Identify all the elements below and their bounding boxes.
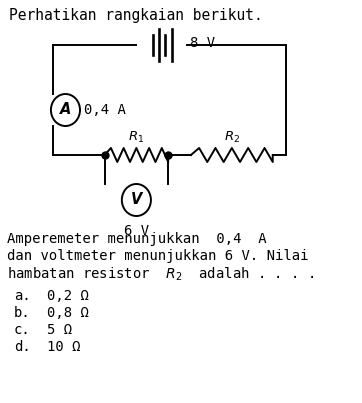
Text: 0,8 Ω: 0,8 Ω	[47, 306, 89, 320]
Circle shape	[122, 184, 151, 216]
Text: $R_2$: $R_2$	[224, 129, 240, 145]
Text: 10 Ω: 10 Ω	[47, 340, 81, 354]
Text: 5 Ω: 5 Ω	[47, 323, 72, 337]
Text: dan voltmeter menunjukkan 6 V. Nilai: dan voltmeter menunjukkan 6 V. Nilai	[7, 249, 309, 263]
Text: d.: d.	[14, 340, 30, 354]
Text: 0,2 Ω: 0,2 Ω	[47, 289, 89, 303]
Text: b.: b.	[14, 306, 30, 320]
Text: hambatan resistor  $R_2$  adalah . . . .: hambatan resistor $R_2$ adalah . . . .	[7, 266, 315, 283]
Text: Perhatikan rangkaian berikut.: Perhatikan rangkaian berikut.	[9, 8, 263, 23]
Text: $R_1$: $R_1$	[128, 129, 144, 145]
Circle shape	[51, 94, 80, 126]
Text: V: V	[131, 193, 142, 208]
Text: 0,4 A: 0,4 A	[84, 103, 126, 117]
Text: 6 V: 6 V	[124, 224, 149, 238]
Text: 8 V: 8 V	[190, 36, 215, 50]
Text: A: A	[60, 102, 71, 118]
Text: c.: c.	[14, 323, 30, 337]
Text: a.: a.	[14, 289, 30, 303]
Text: Amperemeter menunjukkan  0,4  A: Amperemeter menunjukkan 0,4 A	[7, 232, 267, 246]
